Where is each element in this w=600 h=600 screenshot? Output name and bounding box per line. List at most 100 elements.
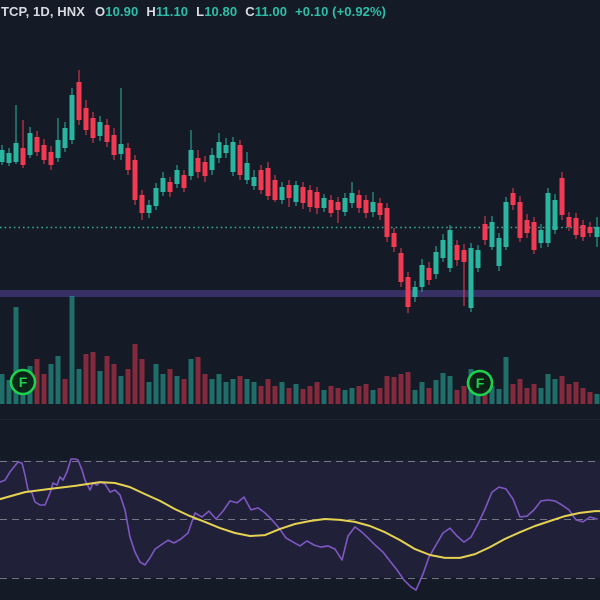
volume-bar bbox=[426, 388, 432, 404]
volume-bar bbox=[566, 384, 572, 404]
candle-body bbox=[230, 142, 236, 172]
candle-wick bbox=[120, 88, 122, 160]
candle-body bbox=[195, 158, 201, 172]
candle-body bbox=[237, 145, 243, 175]
volume-bar bbox=[531, 384, 537, 404]
event-marker-circle[interactable] bbox=[466, 369, 494, 397]
volume-bar bbox=[447, 376, 453, 404]
candle-body bbox=[538, 230, 544, 243]
candle-body bbox=[272, 180, 278, 200]
volume-bar bbox=[188, 359, 194, 404]
candle-body bbox=[181, 175, 187, 188]
event-marker-glyph: F bbox=[476, 375, 485, 391]
candle-body bbox=[566, 217, 572, 227]
candle-body bbox=[468, 248, 474, 308]
candlestick-series bbox=[0, 70, 600, 313]
candle-body bbox=[0, 150, 5, 162]
volume-bar bbox=[237, 376, 243, 404]
candle-body bbox=[146, 205, 152, 213]
close-label: C bbox=[245, 4, 255, 19]
candle-body bbox=[489, 222, 495, 247]
volume-bar bbox=[370, 390, 376, 404]
volume-bar bbox=[503, 357, 509, 404]
candle-body bbox=[524, 220, 530, 233]
close-value: 11.00 bbox=[254, 4, 288, 19]
volume-bar bbox=[195, 357, 201, 404]
change-value: +0.10 (+0.92%) bbox=[295, 4, 387, 19]
volume-bar bbox=[146, 382, 152, 404]
candle-body bbox=[216, 142, 222, 158]
candle-body bbox=[286, 185, 292, 198]
volume-bar bbox=[517, 379, 523, 404]
event-marker-circle[interactable] bbox=[9, 368, 37, 396]
event-marker[interactable]: F bbox=[466, 369, 494, 397]
open-value: 10.90 bbox=[105, 4, 139, 19]
volume-bar bbox=[6, 380, 12, 404]
candle-body bbox=[517, 202, 523, 238]
candle-body bbox=[6, 153, 12, 163]
volume-bar bbox=[363, 384, 369, 404]
candle-body bbox=[223, 145, 229, 153]
candle-body bbox=[398, 253, 404, 282]
event-marker[interactable]: F bbox=[9, 368, 37, 396]
low-label: L bbox=[196, 4, 205, 19]
volume-bar bbox=[300, 389, 306, 404]
volume-bar bbox=[377, 388, 383, 404]
volume-bar bbox=[440, 373, 446, 404]
volume-bar bbox=[202, 374, 208, 404]
volume-bar bbox=[167, 369, 173, 404]
candle-body bbox=[265, 168, 271, 196]
candle-body bbox=[587, 227, 593, 233]
candle-body bbox=[531, 222, 537, 250]
candle-body bbox=[426, 268, 432, 280]
candle-body bbox=[69, 95, 75, 140]
volume-bar bbox=[496, 389, 502, 404]
candle-body bbox=[132, 160, 138, 200]
candle-body bbox=[419, 265, 425, 287]
volume-bar bbox=[293, 384, 299, 404]
volume-bar bbox=[419, 382, 425, 404]
candle-body bbox=[314, 192, 320, 208]
volume-bar bbox=[76, 369, 82, 404]
volume-bar bbox=[125, 369, 131, 404]
volume-bar bbox=[223, 382, 229, 404]
volume-bar bbox=[335, 388, 341, 404]
candle-body bbox=[391, 233, 397, 247]
volume-bar bbox=[538, 388, 544, 404]
symbol-info-bar[interactable]: TCP, 1D, HNX O10.90 H11.10 L10.80 C11.00 +0.1… bbox=[1, 4, 386, 19]
volume-bar bbox=[489, 386, 495, 404]
candle-body bbox=[118, 144, 124, 154]
candle-body bbox=[174, 170, 180, 184]
volume-bar bbox=[69, 296, 75, 404]
volume-bar bbox=[391, 377, 397, 404]
volume-bar bbox=[342, 390, 348, 404]
candle-body bbox=[62, 128, 68, 148]
volume-bar bbox=[412, 390, 418, 404]
volume-bar bbox=[62, 379, 68, 404]
candle-body bbox=[209, 155, 215, 170]
candle-body bbox=[300, 187, 306, 203]
candle-body bbox=[160, 178, 166, 192]
low-value: 10.80 bbox=[204, 4, 238, 19]
candle-body bbox=[482, 224, 488, 240]
candle-body bbox=[433, 252, 439, 274]
candle-wick bbox=[22, 120, 24, 168]
candle-body bbox=[545, 193, 551, 243]
candle-body bbox=[167, 182, 173, 192]
volume-bar bbox=[433, 380, 439, 404]
volume-bar bbox=[272, 386, 278, 404]
candle-body bbox=[153, 188, 159, 206]
volume-bar bbox=[181, 379, 187, 404]
volume-bar bbox=[160, 374, 166, 404]
volume-bar bbox=[48, 364, 54, 404]
symbol-title[interactable]: TCP, 1D, HNX bbox=[1, 4, 86, 19]
volume-bar bbox=[552, 379, 558, 404]
volume-bar bbox=[41, 374, 47, 404]
candle-body bbox=[447, 230, 453, 268]
volume-bar bbox=[265, 379, 271, 404]
candle-body bbox=[27, 133, 33, 155]
open-label: O bbox=[95, 4, 106, 19]
candle-body bbox=[412, 287, 418, 297]
